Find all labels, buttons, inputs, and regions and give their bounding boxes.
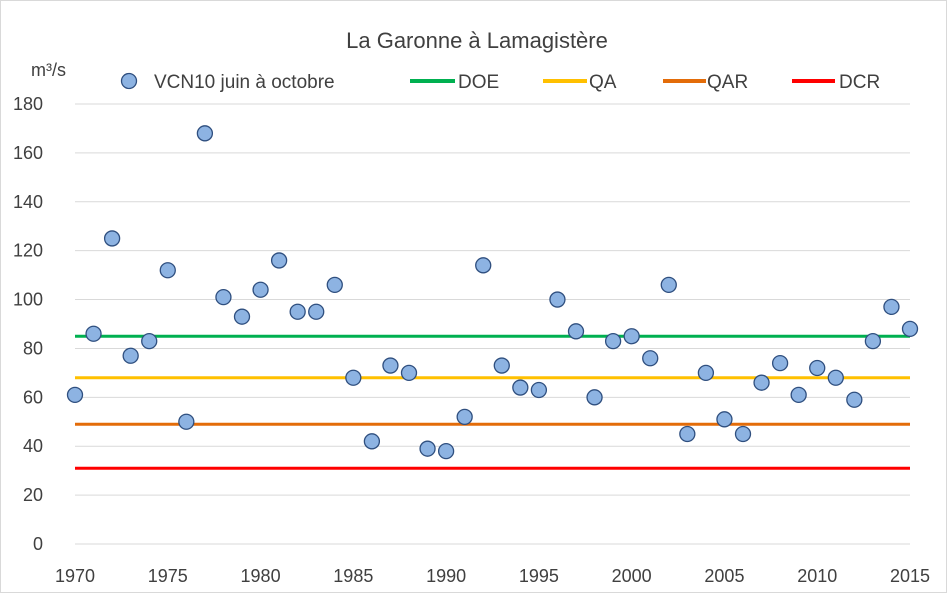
data-point (716, 411, 733, 428)
x-tick-label: 2010 (797, 566, 837, 586)
data-point (790, 386, 807, 404)
y-tick-label: 120 (13, 241, 43, 261)
data-point (642, 350, 659, 367)
legend-label-vcn10: VCN10 juin à octobre (154, 72, 335, 93)
data-point (141, 332, 158, 350)
data-point (437, 442, 455, 460)
data-point (901, 320, 919, 338)
legend-label-dcr: DCR (839, 72, 880, 93)
y-axis-label: m³/s (31, 60, 66, 80)
x-tick-label: 2000 (612, 566, 652, 586)
data-point (66, 386, 84, 404)
data-point (883, 298, 900, 316)
legend-item-dcr: DCR (792, 72, 880, 93)
data-point (215, 288, 232, 306)
legend-marker-vcn10 (120, 72, 138, 90)
data-point (753, 374, 770, 391)
x-tick-label: 1995 (519, 566, 559, 586)
data-point (586, 389, 603, 406)
data-point (864, 332, 882, 350)
data-point (252, 281, 269, 298)
data-point (697, 364, 715, 382)
data-point (345, 369, 362, 386)
y-tick-label: 40 (23, 436, 43, 456)
data-point (512, 379, 529, 396)
data-point (419, 440, 436, 457)
y-tick-label: 0 (33, 534, 43, 554)
x-tick-label: 1980 (241, 566, 281, 586)
y-tick-label: 180 (13, 94, 43, 114)
data-point (567, 323, 585, 340)
data-point (400, 364, 418, 382)
data-point (363, 433, 381, 450)
data-point (734, 425, 752, 443)
y-tick-label: 80 (23, 338, 43, 358)
grid-layer (75, 103, 910, 545)
data-point (549, 291, 566, 308)
data-point (103, 230, 121, 247)
y-tick-label: 60 (23, 387, 43, 407)
y-tick-label: 140 (13, 192, 43, 212)
legend-item-qa: QA (543, 72, 617, 93)
data-point (270, 252, 288, 269)
data-point (604, 332, 622, 350)
x-tick-label: 1985 (333, 566, 373, 586)
data-point (456, 408, 473, 426)
legend: VCN10 juin à octobre DOE QA QAR DCR (120, 72, 880, 93)
legend-label-qa: QA (589, 72, 617, 93)
data-point (178, 413, 195, 430)
legend-label-doe: DOE (458, 72, 499, 93)
data-point (809, 359, 826, 377)
data-point (85, 325, 102, 342)
data-point (233, 308, 251, 325)
data-point (326, 276, 343, 294)
x-tick-label: 2015 (890, 566, 930, 586)
y-tick-label: 100 (13, 290, 43, 310)
data-point (493, 357, 510, 374)
data-point (289, 303, 306, 320)
data-points (66, 125, 919, 460)
x-tick-label: 2005 (704, 566, 744, 586)
legend-item-doe: DOE (410, 72, 499, 93)
x-tick-label: 1990 (426, 566, 466, 586)
data-point (530, 381, 548, 399)
y-tick-label: 20 (23, 485, 43, 505)
legend-item-qar: QAR (663, 72, 748, 93)
legend-label-qar: QAR (707, 72, 748, 93)
data-point (308, 303, 325, 320)
axes: 0 20 40 60 80 100 120 140 160 180 1970 1975 1980 1985… (13, 94, 930, 586)
legend-item-vcn10: VCN10 juin à octobre (120, 72, 335, 93)
data-point (846, 391, 863, 408)
data-point (196, 125, 214, 142)
data-point (623, 328, 640, 345)
data-point (827, 369, 844, 386)
threshold-lines (75, 334, 910, 470)
x-tick-label: 1970 (55, 566, 95, 586)
data-point (475, 257, 492, 274)
data-point (382, 357, 399, 374)
data-point (771, 354, 789, 372)
chart-title: La Garonne à Lamagistère (346, 28, 608, 53)
data-point (122, 347, 139, 364)
y-tick-label: 160 (13, 143, 43, 163)
x-tick-label: 1975 (148, 566, 188, 586)
data-point (679, 425, 696, 443)
data-point (159, 262, 176, 279)
data-point (660, 276, 677, 294)
